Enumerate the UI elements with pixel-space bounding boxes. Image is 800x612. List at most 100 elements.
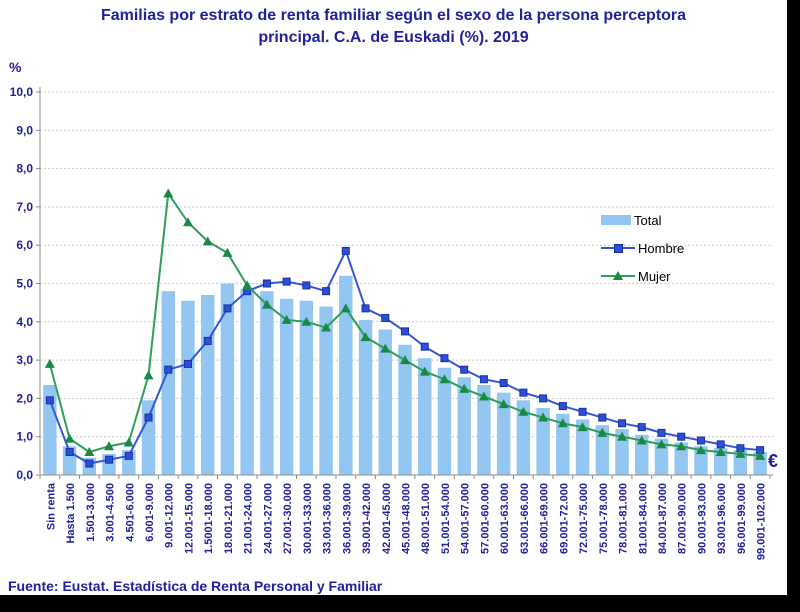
- bar: [220, 283, 235, 475]
- legend-marker-mujer-icon: [601, 271, 635, 280]
- triangle-marker-icon: [735, 448, 746, 458]
- square-marker-icon: [637, 423, 646, 432]
- triangle-marker-icon: [163, 188, 174, 198]
- x-tick-label: 1.5001-18.000: [203, 483, 215, 554]
- square-marker-icon: [65, 448, 74, 457]
- bar: [260, 291, 274, 475]
- square-marker-icon: [45, 396, 54, 405]
- triangle-marker-icon: [498, 399, 509, 409]
- triangle-marker-icon: [557, 418, 568, 428]
- triangle-marker-icon: [636, 435, 647, 445]
- triangle-marker-icon: [380, 343, 391, 353]
- bar: [299, 300, 314, 475]
- triangle-marker-icon: [84, 447, 95, 457]
- triangle-marker-icon: [44, 358, 55, 368]
- triangle-marker-icon: [222, 247, 233, 257]
- x-tick-label: 36.001-39.000: [341, 483, 353, 554]
- x-tick-label: 54.001-57.000: [460, 483, 472, 554]
- square-marker-icon: [499, 379, 508, 388]
- chart-title: Familias por estrato de renta familiar s…: [0, 5, 787, 49]
- x-tick-label: Sin renta: [45, 482, 57, 530]
- square-marker-icon: [164, 365, 173, 374]
- triangle-marker-icon: [301, 316, 312, 326]
- bar: [240, 289, 254, 475]
- x-axis-labels: Sin renta Hasta 1.500 1.501-3.000 3.001-4.5…: [45, 482, 767, 560]
- x-tick-label: 84.001-87.000: [657, 483, 669, 554]
- x-tick-label: 72.001-75.000: [578, 483, 590, 554]
- x-tick-label: 3.001-4.500: [105, 483, 117, 542]
- y-axis-unit-label: %: [9, 59, 22, 75]
- x-tick-label: 39.001-42.000: [361, 483, 373, 554]
- x-axis-unit-label: €: [768, 451, 779, 471]
- x-tick-label: 90.001-93.000: [696, 483, 708, 554]
- x-tick-label: 1.501-3.000: [85, 483, 97, 542]
- x-tick-label: 21.001-24.000: [243, 483, 255, 554]
- legend-item-hombre: Hombre: [601, 240, 685, 256]
- triangle-marker-icon: [577, 422, 588, 432]
- square-marker-icon: [282, 277, 291, 286]
- bar: [575, 419, 590, 475]
- x-tick-label: 75.001-78.000: [598, 483, 610, 554]
- y-tick-label: 2,0: [16, 391, 33, 405]
- x-tick-label: 48.001-51.000: [420, 483, 432, 554]
- x-tick-label: 51.001-54.000: [440, 483, 452, 554]
- x-tick-label: 9.001-12.000: [164, 483, 176, 548]
- square-marker-icon: [341, 246, 350, 255]
- square-marker-icon: [519, 388, 528, 397]
- bar: [496, 392, 511, 475]
- x-tick-label: 24.001-27.000: [262, 483, 274, 554]
- x-tick-label: 18.001-21.000: [223, 483, 235, 554]
- legend-label-hombre: Hombre: [638, 240, 685, 256]
- x-tick-label: 66.001-69.000: [539, 483, 551, 554]
- square-marker-icon: [558, 402, 567, 411]
- triangle-marker-icon: [656, 439, 667, 449]
- square-marker-icon: [124, 451, 133, 460]
- triangle-marker-icon: [715, 447, 726, 457]
- x-tick-label: 63.001-66.000: [519, 483, 531, 554]
- bar: [595, 425, 610, 475]
- y-tick-label: 1,0: [16, 430, 33, 444]
- bar: [536, 407, 550, 475]
- y-tick-label: 9,0: [16, 123, 33, 137]
- square-marker-icon: [401, 327, 409, 336]
- x-tick-label: 60.001-63.000: [499, 483, 511, 554]
- y-tick-label: 10,0: [10, 85, 34, 99]
- triangle-marker-icon: [459, 383, 470, 393]
- triangle-marker-icon: [281, 314, 292, 324]
- triangle-marker-icon: [64, 433, 75, 443]
- frame-edge-right: [787, 0, 800, 612]
- x-tick-label: 78.001-81.000: [618, 483, 630, 554]
- square-marker-icon: [203, 336, 212, 345]
- x-tick-label: 12.001-15.000: [183, 483, 195, 554]
- x-tick-label: 45.001-48.000: [401, 483, 413, 554]
- triangle-marker-icon: [182, 217, 193, 227]
- legend-marker-hombre-icon: [601, 244, 635, 253]
- triangle-marker-icon: [419, 366, 430, 376]
- x-tick-label: 81.001-84.000: [637, 483, 649, 554]
- y-tick-label: 4,0: [16, 315, 33, 329]
- x-tick-label: 93.001-96.000: [716, 483, 728, 554]
- chart-title-line2: principal. C.A. de Euskadi (%). 2019: [258, 29, 529, 46]
- y-tick-label: 5,0: [16, 277, 33, 291]
- square-marker-icon: [578, 407, 587, 416]
- y-tick-label: 0,0: [16, 468, 33, 482]
- square-marker-icon: [144, 413, 153, 422]
- triangle-marker-icon: [597, 427, 608, 437]
- legend: Total Hombre Mujer: [601, 213, 685, 284]
- x-tick-label: 6.001-9.000: [144, 483, 156, 542]
- legend-swatch-total-icon: [601, 215, 631, 225]
- square-marker-icon: [440, 354, 449, 363]
- square-marker-icon: [614, 244, 623, 253]
- bar: [279, 298, 294, 475]
- x-tick-label: 87.001-90.000: [677, 483, 689, 554]
- square-marker-icon: [657, 428, 666, 437]
- square-marker-icon: [85, 459, 94, 468]
- square-marker-icon: [539, 394, 548, 403]
- x-tick-label: 69.001-72.000: [558, 483, 570, 554]
- x-tick-label: 33.001-36.000: [322, 483, 334, 554]
- square-marker-icon: [183, 359, 192, 368]
- square-marker-icon: [105, 455, 114, 464]
- x-tick-label: 57.001-60.000: [479, 483, 491, 554]
